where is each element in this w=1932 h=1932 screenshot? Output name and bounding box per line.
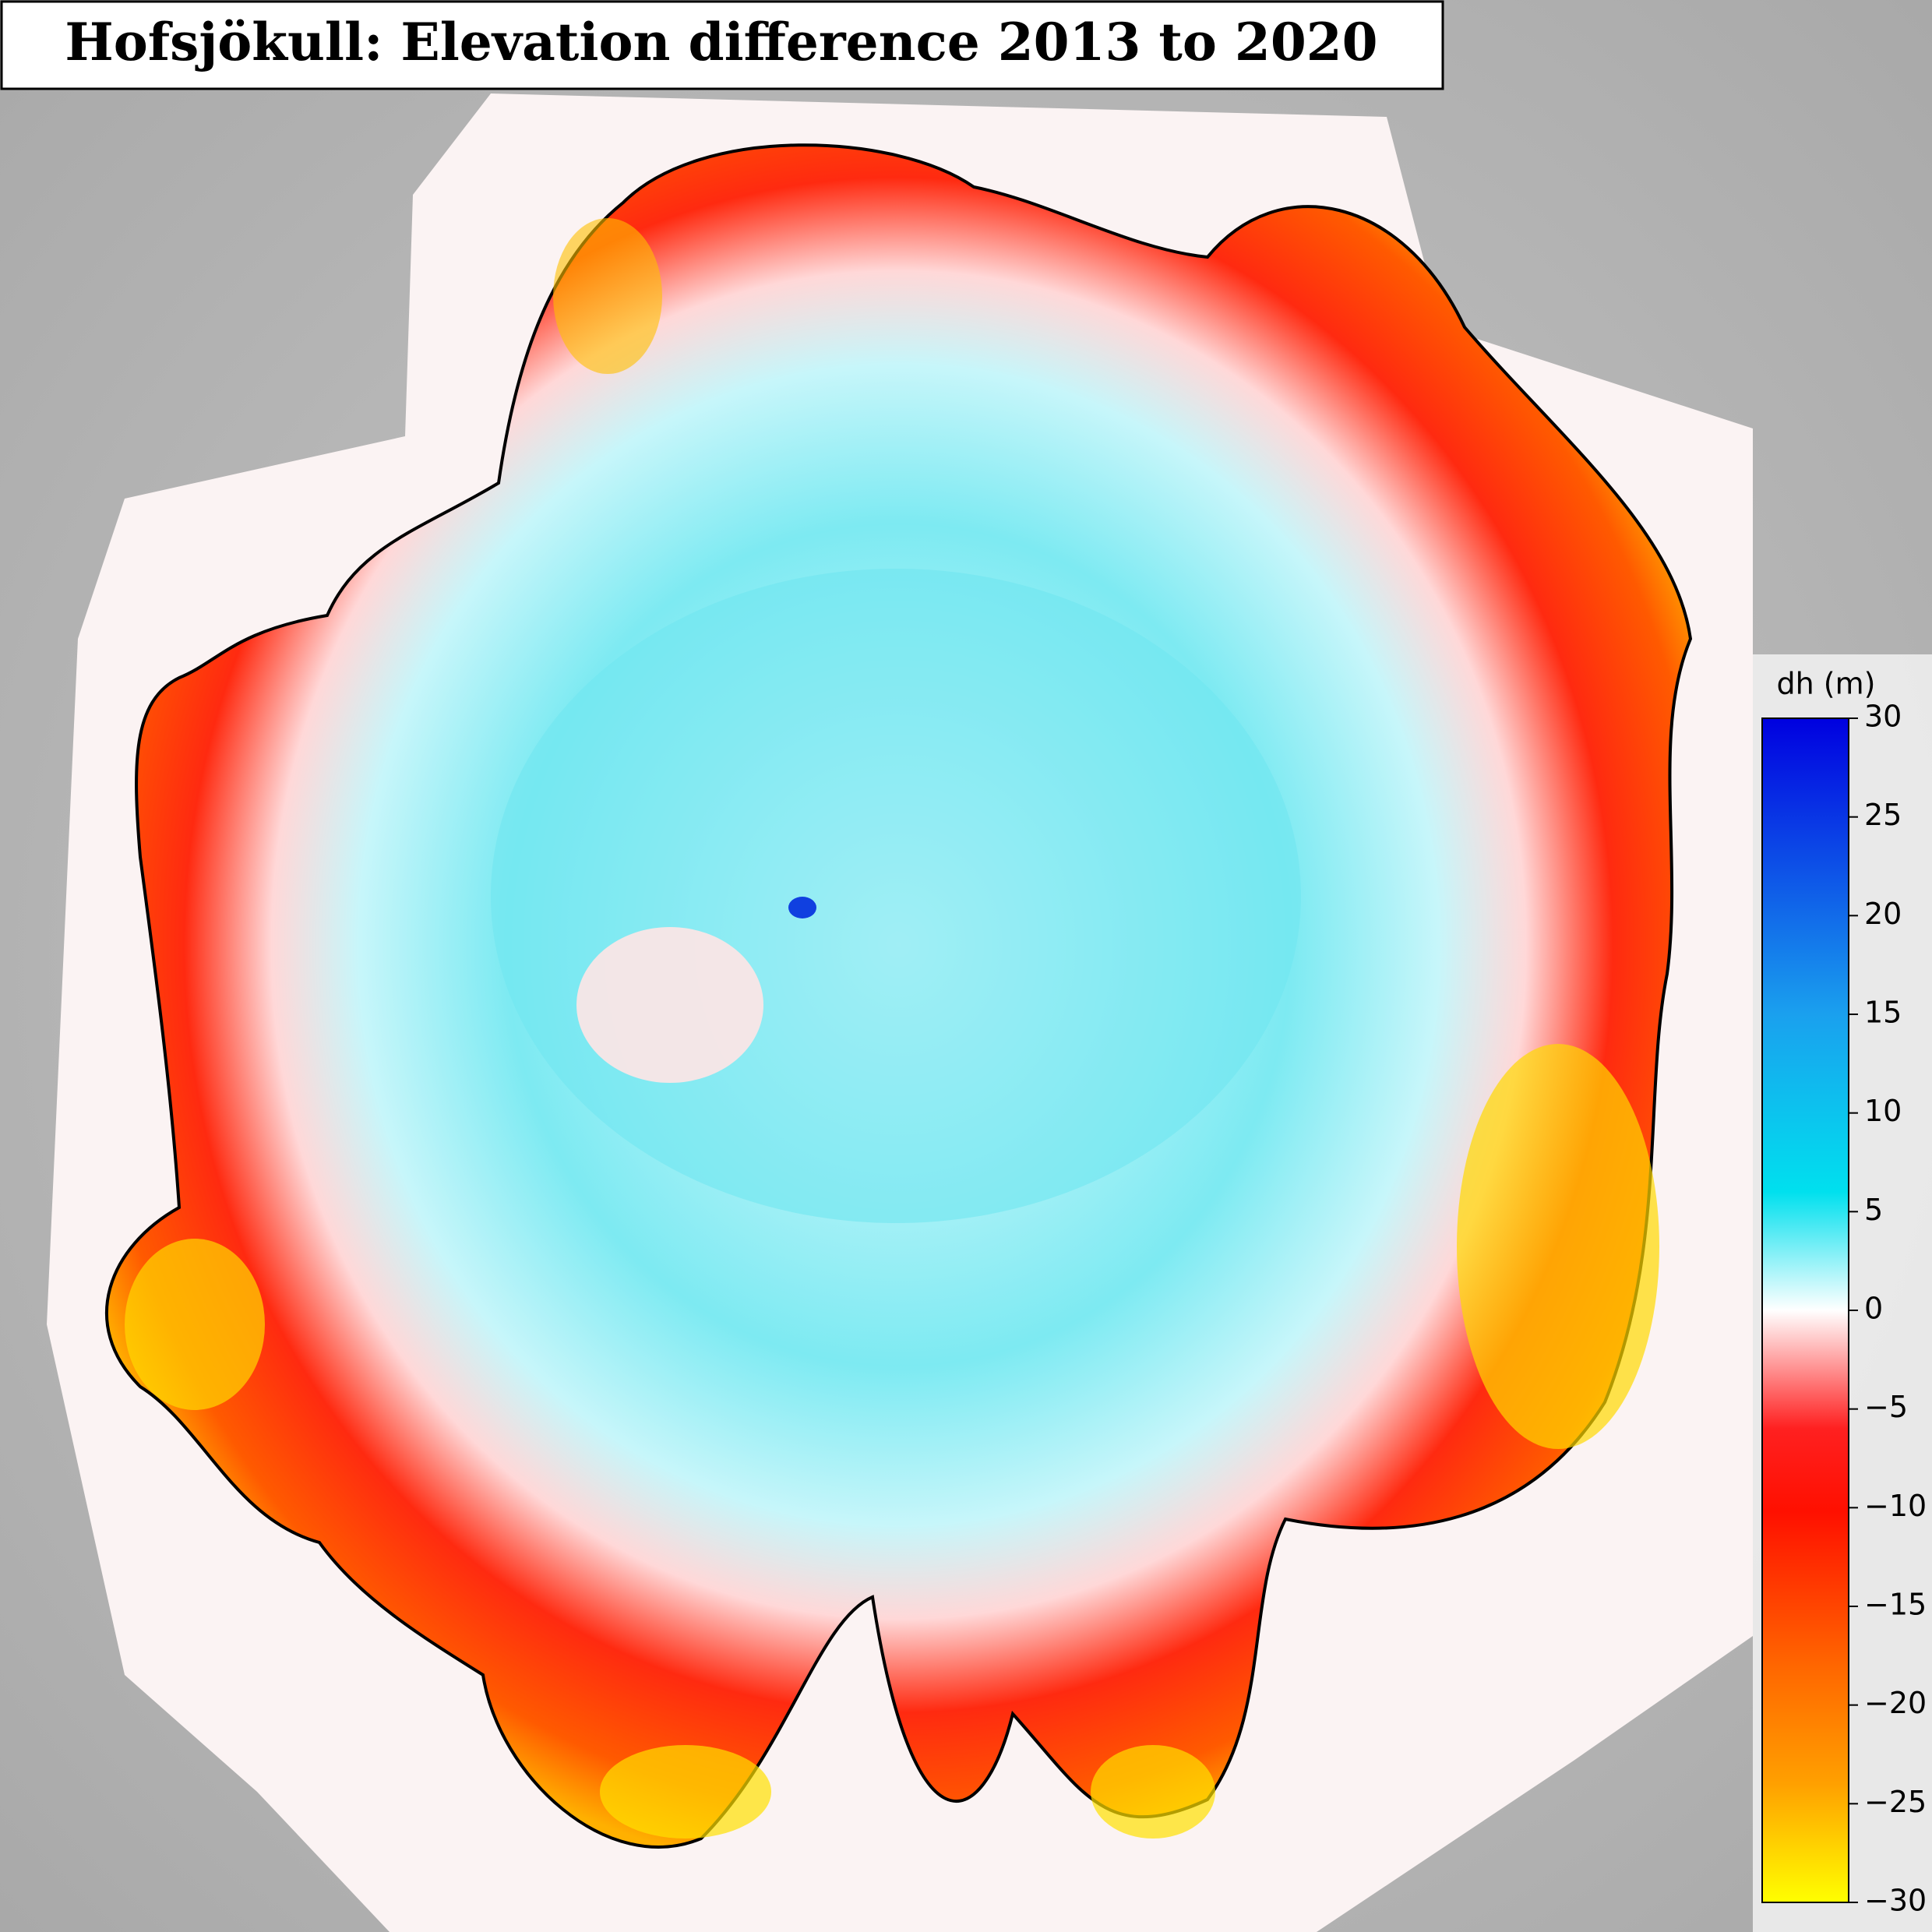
colorbar-tick-label: −25	[1864, 1785, 1927, 1819]
thinning-zone	[553, 218, 662, 374]
colorbar-tick-label: 10	[1864, 1094, 1902, 1128]
colorbar-tick-label: −15	[1864, 1588, 1927, 1622]
colorbar-tick-label: −30	[1864, 1884, 1927, 1918]
thinning-zone	[125, 1239, 265, 1410]
title-box	[0, 0, 1444, 90]
colorbar-tick-label: −20	[1864, 1686, 1927, 1720]
blue-spot	[788, 897, 816, 918]
map-title: Hofsjökull: Elevation difference 2013 to…	[65, 12, 1377, 72]
colorbar-tick-label: 0	[1864, 1292, 1883, 1326]
thinning-zone	[1457, 1044, 1659, 1449]
colorbar-tick-label: 5	[1864, 1193, 1883, 1227]
colorbar	[1761, 717, 1849, 1903]
thinning-zone	[600, 1745, 771, 1839]
colorbar-tick-label: −5	[1864, 1390, 1908, 1424]
colorbar-tick-label: 25	[1864, 798, 1902, 832]
thinning-zone	[1091, 1745, 1215, 1839]
colorbar-tick-label: 30	[1864, 700, 1902, 734]
colorbar-tick-label: 20	[1864, 897, 1902, 931]
colorbar-label: dh (m)	[1777, 667, 1876, 701]
accumulation-zone	[491, 569, 1301, 1223]
colorbar-tick-label: 15	[1864, 996, 1902, 1030]
caldera	[576, 927, 763, 1083]
colorbar-tick-label: −10	[1864, 1489, 1927, 1523]
